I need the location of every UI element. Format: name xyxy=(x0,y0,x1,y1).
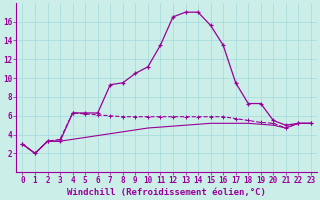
X-axis label: Windchill (Refroidissement éolien,°C): Windchill (Refroidissement éolien,°C) xyxy=(67,188,266,197)
